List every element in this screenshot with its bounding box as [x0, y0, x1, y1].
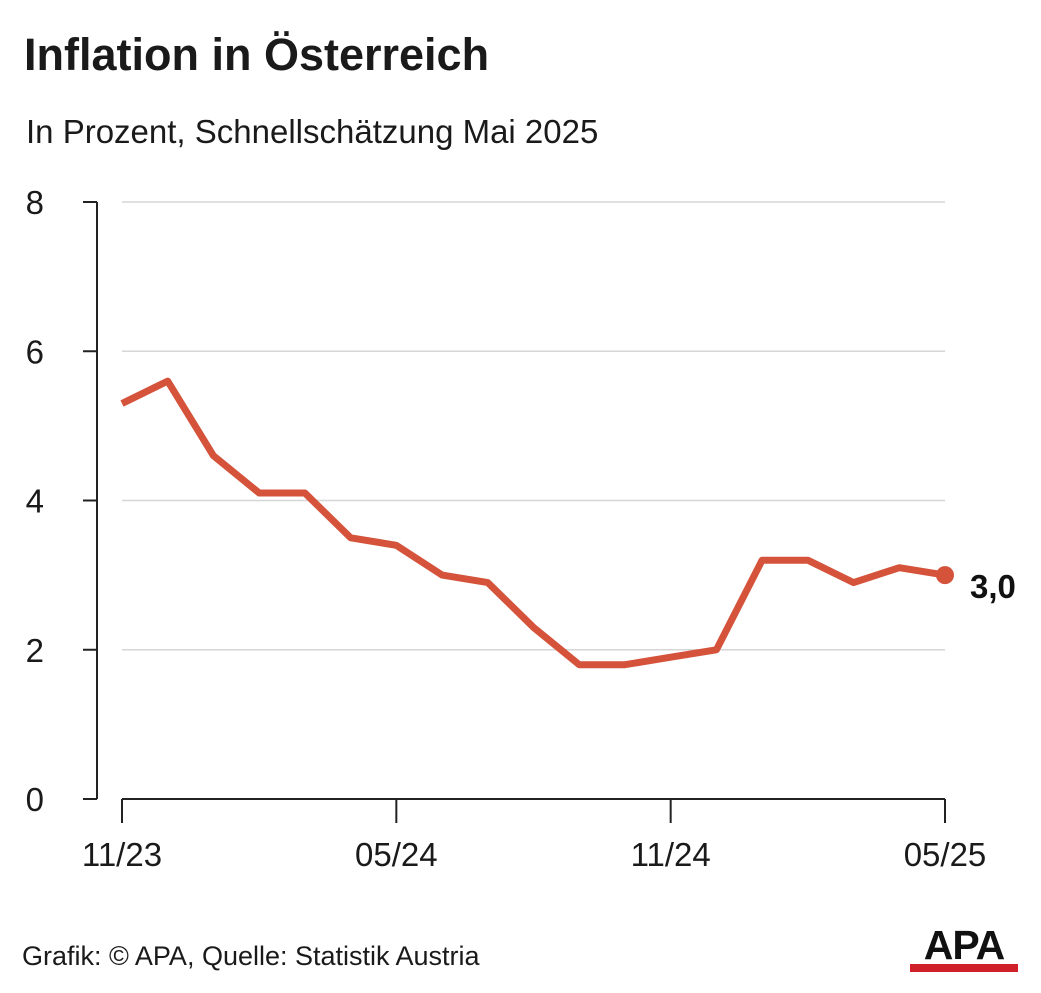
chart-subtitle: In Prozent, Schnellschätzung Mai 2025 [26, 113, 599, 150]
data-point [350, 537, 351, 538]
data-point [579, 664, 580, 665]
x-tick-label: 05/24 [355, 836, 438, 873]
y-tick-label: 0 [26, 781, 44, 818]
end-point-marker [936, 566, 954, 585]
apa-logo-bar [910, 964, 1018, 972]
apa-logo: APA [908, 922, 1020, 974]
data-point [533, 627, 534, 628]
end-value-label: 3,0 [970, 568, 1016, 605]
apa-logo-text: APA [923, 922, 1006, 968]
source-credit: Grafik: © APA, Quelle: Statistik Austria [22, 941, 480, 971]
data-point [487, 582, 488, 583]
data-point [670, 657, 671, 658]
data-point [167, 381, 168, 382]
data-point [122, 403, 123, 404]
x-tick-label: 11/23 [82, 836, 162, 873]
y-tick-label: 4 [26, 483, 44, 520]
series-line-0 [120, 377, 946, 669]
y-tick-label: 2 [26, 632, 44, 669]
data-point [762, 560, 763, 561]
chart-title: Inflation in Österreich [24, 29, 490, 80]
data-point [899, 567, 900, 568]
data-point [396, 545, 397, 546]
data-point [259, 493, 260, 494]
x-tick-label: 11/24 [631, 836, 711, 873]
y-tick-label: 8 [26, 184, 44, 221]
data-point [853, 582, 854, 583]
data-point [442, 575, 443, 576]
data-point [807, 560, 808, 561]
x-tick-label: 05/25 [904, 836, 987, 873]
data-point [304, 493, 305, 494]
data-point [624, 664, 625, 665]
data-point [716, 649, 717, 650]
data-point [213, 455, 214, 456]
y-tick-label: 6 [26, 333, 44, 370]
